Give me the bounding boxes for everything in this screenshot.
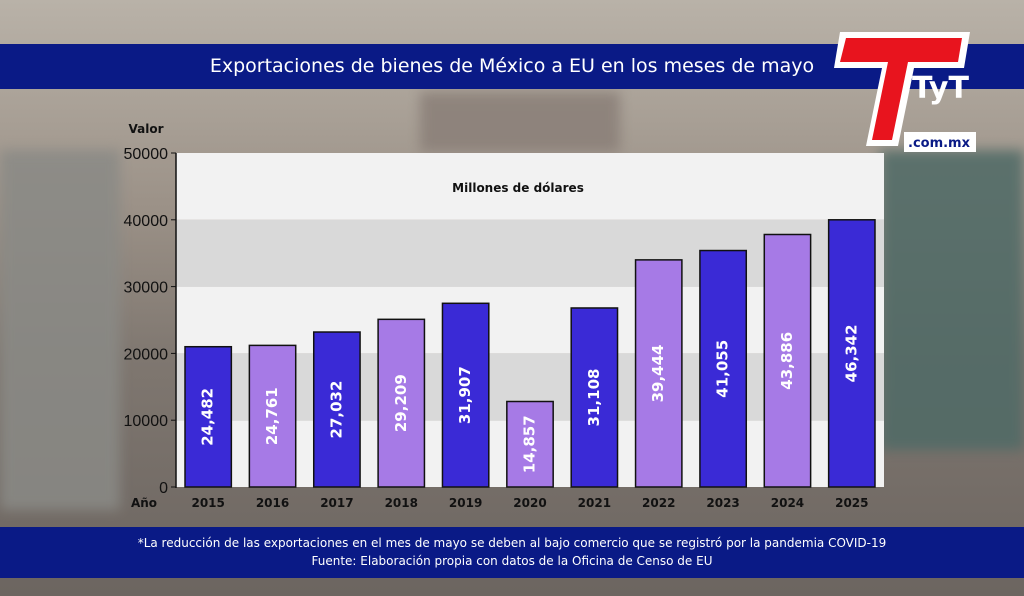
tyt-logo: TyT .com.mx (834, 32, 976, 152)
y-tick-label: 0 (159, 480, 168, 497)
logo-main-text: TyT (912, 71, 969, 106)
bar-value-label: 14,857 (521, 415, 539, 473)
x-tick-label: 2015 (191, 496, 224, 510)
bar-value-label: 29,209 (392, 374, 410, 432)
bar-value-label: 39,444 (649, 344, 667, 402)
background-truck-left (0, 150, 120, 510)
bar-value-label: 24,761 (263, 387, 281, 445)
x-tick-label: 2021 (578, 496, 611, 510)
chart-title: Exportaciones de bienes de México a EU e… (209, 55, 815, 77)
plot-band (176, 153, 884, 220)
bar-value-label: 24,482 (199, 388, 217, 446)
x-tick-label: 2025 (835, 496, 868, 510)
bar-2023 (699, 249, 748, 488)
footer-source: Fuente: Elaboración propia con datos de … (311, 554, 713, 568)
bar-value-label: 41,055 (714, 340, 732, 398)
x-tick-label: 2019 (449, 496, 482, 510)
footer-note: *La reducción de las exportaciones en el… (137, 536, 887, 550)
background-truck-mid (420, 92, 620, 152)
bar-2022 (634, 259, 683, 488)
bar-value-label: 43,886 (778, 332, 796, 390)
bar-2025 (827, 219, 876, 488)
bar-value-label: 31,108 (585, 369, 603, 427)
bar-2024 (763, 233, 812, 488)
footer-band (0, 527, 1024, 578)
x-axis-label: Año (131, 496, 157, 510)
y-axis-label: Valor (128, 122, 163, 136)
bar-value-label: 46,342 (842, 324, 860, 382)
bar-2017 (312, 331, 361, 488)
x-tick-label: 2018 (385, 496, 418, 510)
x-tick-label: 2022 (642, 496, 675, 510)
y-tick-label: 10000 (124, 413, 169, 430)
x-tick-label: 2017 (320, 496, 353, 510)
bar-2021 (570, 307, 619, 488)
y-tick-label: 30000 (124, 280, 169, 297)
bar-2020 (506, 400, 554, 488)
x-tick-label: 2023 (706, 496, 739, 510)
logo-suffix-text: .com.mx (908, 136, 971, 151)
chart-subtitle: Millones de dólares (452, 181, 584, 195)
background-truck-right (880, 150, 1024, 450)
bar-2015 (184, 345, 233, 488)
bar-2018 (377, 318, 426, 488)
y-tick-label: 40000 (124, 213, 169, 230)
x-tick-label: 2020 (513, 496, 546, 510)
x-tick-label: 2024 (771, 496, 804, 510)
bar-value-label: 31,907 (456, 366, 474, 424)
bar-2016 (248, 344, 297, 488)
y-tick-label: 50000 (124, 146, 169, 163)
y-tick-label: 20000 (124, 346, 169, 363)
x-tick-label: 2016 (256, 496, 289, 510)
bar-value-label: 27,032 (327, 381, 345, 439)
bar-2019 (441, 302, 490, 488)
